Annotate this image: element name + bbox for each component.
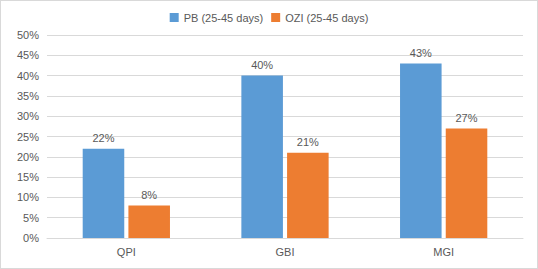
svg-text:27%: 27% [456,112,478,124]
svg-text:40%: 40% [251,59,273,71]
svg-text:30%: 30% [17,110,39,122]
svg-text:35%: 35% [17,90,39,102]
svg-text:40%: 40% [17,70,39,82]
svg-text:22%: 22% [92,132,114,144]
svg-text:8%: 8% [141,189,157,201]
svg-text:GBI: GBI [276,246,295,258]
svg-text:43%: 43% [410,47,432,59]
svg-text:PB (25-45 days): PB (25-45 days) [184,12,263,24]
svg-text:10%: 10% [17,191,39,203]
svg-text:OZI (25-45 days): OZI (25-45 days) [285,12,368,24]
svg-text:0%: 0% [23,232,39,244]
svg-text:5%: 5% [23,212,39,224]
svg-text:45%: 45% [17,49,39,61]
svg-text:21%: 21% [297,136,319,148]
svg-text:MGI: MGI [433,246,454,258]
svg-text:QPI: QPI [117,246,136,258]
svg-text:15%: 15% [17,171,39,183]
svg-text:20%: 20% [17,151,39,163]
svg-text:50%: 50% [17,29,39,41]
svg-text:25%: 25% [17,131,39,143]
